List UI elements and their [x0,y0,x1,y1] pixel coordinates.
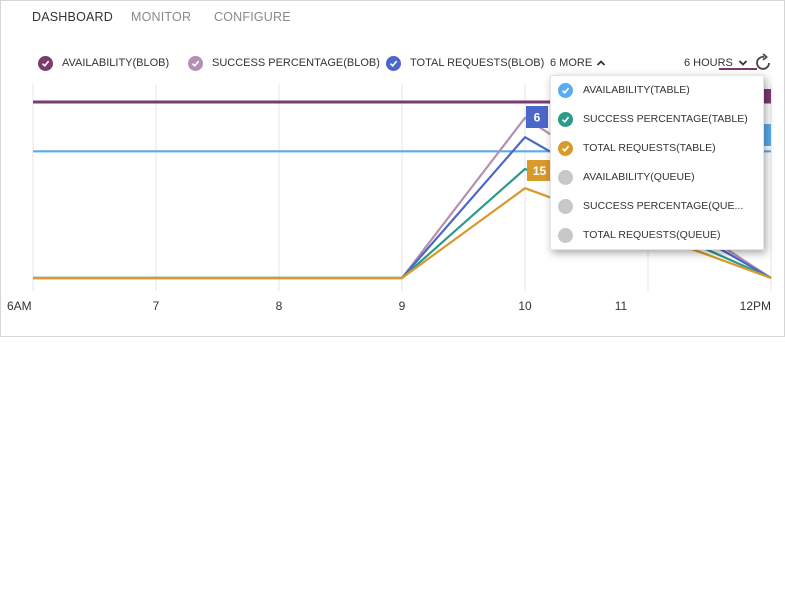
tab-configure[interactable]: CONFIGURE [214,10,291,24]
dropdown-item-total-requests-queue[interactable]: TOTAL REQUESTS(QUEUE) [558,224,721,246]
dropdown-item-label: AVAILABILITY(QUEUE) [583,171,695,183]
x-tick-label: 8 [276,299,283,313]
x-tick-label: 10 [518,299,532,313]
dropdown-item-label: SUCCESS PERCENTAGE(QUE... [583,200,744,212]
chevron-up-icon [597,60,606,66]
x-tick-label: 6AM [7,299,32,313]
unchecked-circle-icon [558,169,573,185]
x-tick-label: 12PM [740,299,771,313]
dropdown-item-success-percentage-table[interactable]: SUCCESS PERCENTAGE(TABLE) [558,108,748,130]
dropdown-item-total-requests-table[interactable]: TOTAL REQUESTS(TABLE) [558,137,716,159]
unchecked-circle-icon [558,198,573,214]
checkmark-icon [558,140,573,156]
checkmark-icon [386,55,401,71]
unchecked-circle-icon [558,227,573,243]
dropdown-item-availability-queue[interactable]: AVAILABILITY(QUEUE) [558,166,695,188]
time-range-label: 6 HOURS [684,57,733,69]
checkmark-icon [558,111,573,127]
chevron-down-icon [738,60,748,66]
time-range-select[interactable]: 6 HOURS [684,53,748,73]
x-tick-label: 7 [153,299,160,313]
checkmark-icon [188,55,203,71]
legend-row: AVAILABILITY(BLOB) SUCCESS PERCENTAGE(BL… [1,53,784,73]
dropdown-item-availability-table[interactable]: AVAILABILITY(TABLE) [558,79,690,101]
legend-label: AVAILABILITY(BLOB) [62,57,170,69]
dropdown-item-success-percentage-queue[interactable]: SUCCESS PERCENTAGE(QUE... [558,195,743,217]
legend-label: TOTAL REQUESTS(BLOB) [410,57,545,69]
more-series-toggle[interactable]: 6 MORE [550,53,606,73]
tab-monitor[interactable]: MONITOR [131,10,192,24]
series-tooltip-stub [763,89,771,103]
tab-dashboard[interactable]: DASHBOARD [32,10,113,24]
time-range-underline [719,68,757,70]
more-label: 6 MORE [550,57,593,69]
x-tick-label: 11 [615,299,628,313]
legend-total-requests-blob[interactable]: TOTAL REQUESTS(BLOB) [386,53,544,73]
dropdown-item-label: SUCCESS PERCENTAGE(TABLE) [583,113,748,125]
data-label: 15 [533,164,547,178]
refresh-icon[interactable] [754,53,774,73]
legend-availability-blob[interactable]: AVAILABILITY(BLOB) [38,53,169,73]
checkmark-icon [558,82,573,98]
data-label-box [526,106,548,128]
series-tooltip-stub [763,124,771,146]
dropdown-item-label: TOTAL REQUESTS(QUEUE) [583,229,721,241]
data-label: 6 [534,111,541,125]
legend-success-percentage-blob[interactable]: SUCCESS PERCENTAGE(BLOB) [188,53,380,73]
x-tick-label: 9 [399,299,406,313]
checkmark-icon [38,55,53,71]
data-label-box [527,160,552,181]
legend-label: SUCCESS PERCENTAGE(BLOB) [212,57,380,69]
dropdown-item-label: AVAILABILITY(TABLE) [583,84,690,96]
dashboard-panel: DASHBOARD MONITOR CONFIGURE 6AM 7 8 9 10 11 12… [0,0,785,337]
more-series-dropdown: AVAILABILITY(TABLE) SUCCESS PERCENTAGE(T… [550,75,764,250]
dropdown-item-label: TOTAL REQUESTS(TABLE) [583,142,716,154]
